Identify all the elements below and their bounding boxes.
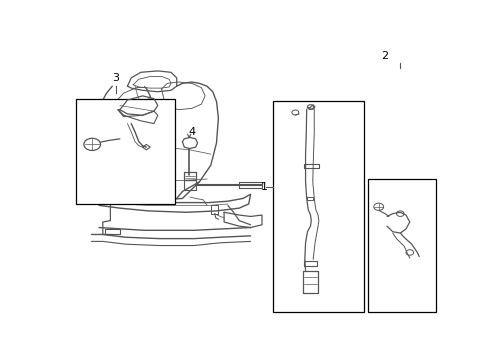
Bar	[76, 99, 175, 204]
Text: 3: 3	[112, 73, 120, 84]
Bar	[273, 102, 364, 312]
Text: 4: 4	[188, 127, 195, 138]
Bar	[367, 179, 435, 312]
Text: 1: 1	[260, 183, 267, 192]
Text: 2: 2	[381, 51, 388, 61]
